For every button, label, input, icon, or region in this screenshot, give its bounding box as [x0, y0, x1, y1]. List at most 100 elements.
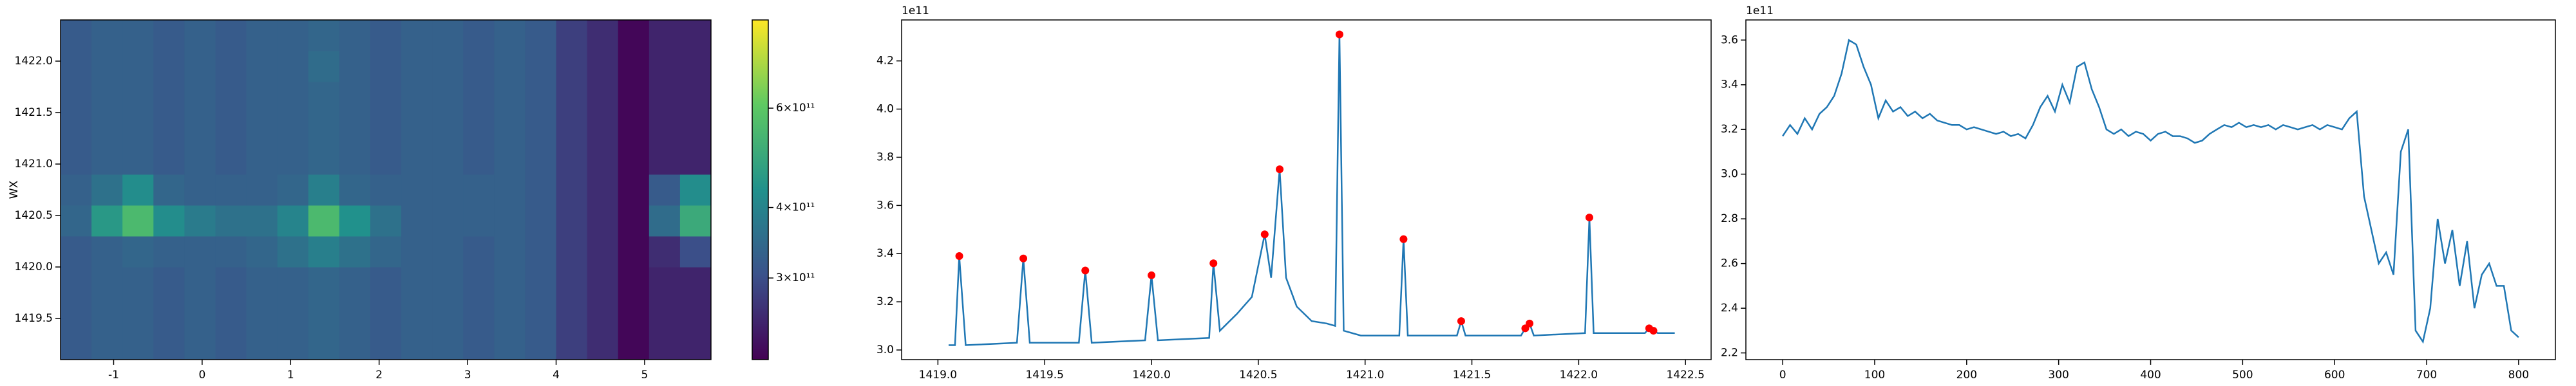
heatmap-cell [401, 236, 433, 268]
heatmap-cell [679, 20, 711, 51]
heatmap-cell [61, 20, 92, 51]
offset-label: 1e11 [1746, 5, 1774, 17]
heatmap-cell [308, 236, 340, 268]
x-tick-label: -1 [108, 369, 119, 381]
heatmap-cell [556, 236, 588, 268]
heatmap-cell [556, 82, 588, 113]
heatmap-cell [61, 236, 92, 268]
heatmap-cell [91, 236, 123, 268]
heatmap-cell [649, 113, 681, 144]
y-tick-label: 3.2 [876, 295, 894, 308]
heatmap-cell [339, 174, 371, 206]
x-tick-label: 200 [1956, 369, 1977, 381]
heatmap-cell [432, 205, 464, 237]
colorbar-tick-label: 4×10¹¹ [776, 201, 815, 214]
heatmap-cell [618, 205, 650, 237]
heatmap-cell [184, 298, 216, 329]
heatmap-cell [339, 298, 371, 329]
heatmap-cell [649, 143, 681, 175]
heatmap-cell [184, 143, 216, 175]
heatmap-cell [401, 205, 433, 237]
x-tick-label: 1420.5 [1239, 369, 1277, 381]
heatmap-cell [649, 205, 681, 237]
y-tick-label: 1421.5 [15, 106, 53, 119]
heatmap-cell [649, 174, 681, 206]
heatmap-cell [339, 82, 371, 113]
heatmap-cell [432, 298, 464, 329]
axes-frame [60, 19, 712, 360]
y-tick-label: 2.6 [1721, 257, 1738, 270]
colorbar [752, 19, 769, 360]
x-tick-label: 1421.5 [1453, 369, 1491, 381]
x-tick-label: 1420.0 [1132, 369, 1170, 381]
heatmap-cell [463, 329, 495, 360]
peak-marker [1399, 235, 1408, 243]
heatmap-cell [618, 143, 650, 175]
heatmap-cell [246, 51, 278, 82]
heatmap-cell [679, 82, 711, 113]
heatmap-cell [215, 298, 247, 329]
heatmap-cell [308, 51, 340, 82]
heatmap-cell [401, 174, 433, 206]
heatmap-cell [494, 298, 526, 329]
heatmap-cell [246, 174, 278, 206]
heatmap-cell [277, 205, 309, 237]
heatmap-cell [215, 82, 247, 113]
heatmap-cell [308, 113, 340, 144]
heatmap-cell [277, 329, 309, 360]
heatmap-cell [246, 205, 278, 237]
heatmap-cell [587, 174, 619, 206]
heatmap-cell [122, 51, 154, 82]
heatmap-cell [494, 267, 526, 299]
y-tick-label: 3.2 [1721, 123, 1738, 136]
heatmap-cell [432, 174, 464, 206]
heatmap-cell [184, 329, 216, 360]
heatmap-cell [618, 298, 650, 329]
heatmap-cell [556, 51, 588, 82]
heatmap-cell [215, 329, 247, 360]
peak-marker [1148, 271, 1156, 279]
heatmap-cell [339, 143, 371, 175]
heatmap-cell [525, 20, 557, 51]
peak-marker [1081, 266, 1090, 275]
heatmap-cell [525, 236, 557, 268]
heatmap-cell [401, 113, 433, 144]
heatmap-cell [184, 51, 216, 82]
heatmap-cell [401, 329, 433, 360]
heatmap-cell [308, 267, 340, 299]
x-tick-label: 1422.0 [1560, 369, 1598, 381]
colorbar-tick-label: 6×10¹¹ [776, 102, 815, 115]
heatmap-cell [432, 329, 464, 360]
heatmap-cell [679, 113, 711, 144]
heatmap-cell [525, 329, 557, 360]
heatmap-cell [679, 174, 711, 206]
heatmap-cell [649, 298, 681, 329]
heatmap-cell [246, 113, 278, 144]
heatmap-cell [587, 82, 619, 113]
heatmap-cell [246, 143, 278, 175]
axes-frame [901, 19, 1712, 360]
heatmap-cell [370, 329, 402, 360]
heatmap-cell [246, 329, 278, 360]
heatmap-cell [308, 205, 340, 237]
y-tick-label: 1419.5 [15, 312, 53, 325]
heatmap-cell [649, 267, 681, 299]
heatmap-cell [61, 329, 92, 360]
colorbar-tick-label: 3×10¹¹ [776, 271, 815, 284]
heatmap-cell [401, 82, 433, 113]
heatmap-cell [246, 236, 278, 268]
heatmap-cell [463, 174, 495, 206]
heatmap-cell [215, 51, 247, 82]
heatmap-cell [61, 267, 92, 299]
heatmap-cell [401, 143, 433, 175]
heatmap-cell [153, 267, 185, 299]
x-tick-label: 0 [198, 369, 205, 381]
heatmap-cell [91, 205, 123, 237]
heatmap-cell [122, 82, 154, 113]
heatmap-cell [122, 174, 154, 206]
peak-marker [1526, 319, 1534, 327]
heatmap-cell [432, 143, 464, 175]
heatmap-cell [91, 143, 123, 175]
heatmap-cell [122, 143, 154, 175]
y-tick-label: 1421.0 [15, 158, 53, 170]
